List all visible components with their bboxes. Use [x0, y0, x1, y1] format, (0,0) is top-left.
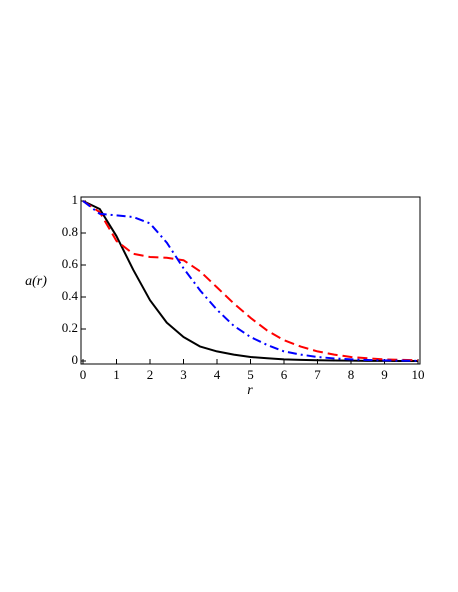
x-tick-label: 10: [412, 367, 425, 382]
series-line: [82, 200, 418, 362]
x-axis-label: r: [247, 383, 253, 398]
x-tick-label: 5: [247, 367, 254, 382]
plot-frame: [80, 196, 421, 365]
y-tick-label: 0.6: [62, 256, 79, 271]
x-tick-label: 9: [381, 367, 388, 382]
x-tick-label: 3: [180, 367, 187, 382]
y-tick-label: 0.4: [62, 288, 79, 303]
series-line: [82, 200, 419, 362]
x-tick-label: 2: [147, 367, 154, 382]
series-line: [82, 200, 419, 362]
y-tick-label: 0.8: [62, 224, 78, 239]
x-tick-label: 7: [314, 367, 321, 382]
x-tick-label: 1: [113, 367, 120, 382]
y-tick-label: 1: [72, 192, 79, 207]
y-tick-label: 0: [72, 352, 79, 367]
y-axis-label: a(r): [25, 274, 47, 289]
x-tick-label: 4: [214, 367, 221, 382]
x-tick-label: 6: [281, 367, 288, 382]
x-tick-label: 0: [80, 367, 87, 382]
y-tick-label: 0.2: [62, 320, 78, 335]
x-tick-label: 8: [348, 367, 355, 382]
